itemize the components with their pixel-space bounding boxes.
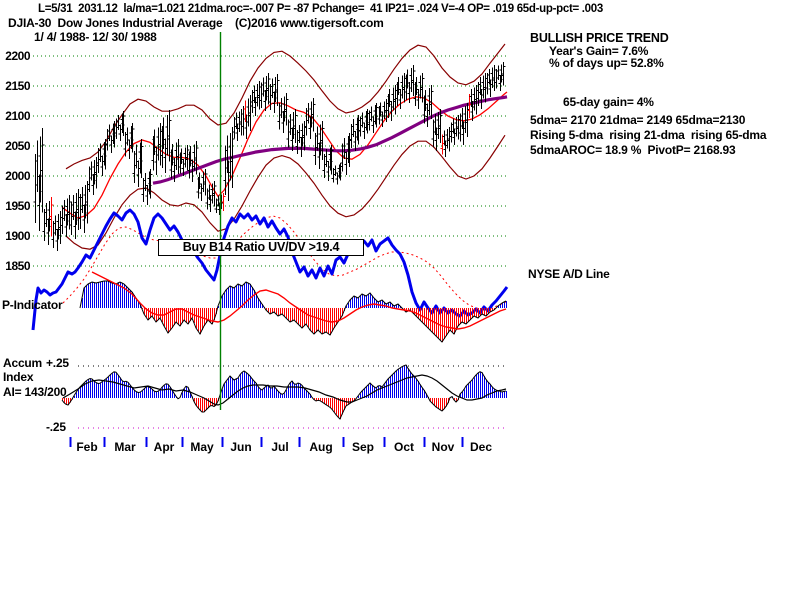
trend-status: BULLISH PRICE TREND <box>530 31 669 45</box>
dma-values: 5dma= 2170 21dma= 2149 65dma=2130 <box>530 113 746 127</box>
accum-index-histogram-envelope <box>61 364 507 420</box>
y-axis-label: 1900 <box>5 229 30 243</box>
ad-ma-dotted <box>62 215 508 310</box>
y-axis-label: 2050 <box>5 139 30 153</box>
month-ticks <box>69 437 464 447</box>
p-indicator-histogram-envelope <box>79 280 507 343</box>
minus25-label: -.25 <box>46 420 66 434</box>
p-indicator-ma <box>91 271 507 330</box>
index-label: Index <box>3 370 34 384</box>
y-axis-label: 2000 <box>5 169 30 183</box>
dma-trend: Rising 5-dma rising 21-dma rising 65-dma <box>530 128 767 142</box>
month-label: Aug <box>309 440 333 454</box>
month-label: Mar <box>114 440 136 454</box>
month-label: Nov <box>431 440 455 454</box>
y-axis-label: 2150 <box>5 79 30 93</box>
month-label: Dec <box>469 440 493 454</box>
indicator-readout-line: L=5/31 2031.12 la/ma=1.021 21dma.roc=-.0… <box>38 3 603 15</box>
trading-bands <box>65 43 506 250</box>
date-range: 1/ 4/ 1988- 12/ 30/ 1988 <box>34 30 157 44</box>
ai-ratio-label: AI= 143/200 <box>3 385 67 399</box>
month-label: Feb <box>76 440 98 454</box>
years-gain: Year's Gain= 7.6% <box>549 44 649 58</box>
y-axis-label: 1950 <box>5 199 30 213</box>
symbol-title: DJIA-30 Dow Jones Industrial Average (C)… <box>8 16 384 30</box>
accum-label: Accum <box>3 356 43 370</box>
month-label: Jul <box>271 440 289 454</box>
pct-days-up: % of days up= 52.8% <box>549 56 664 70</box>
month-label: May <box>190 440 214 454</box>
buy-signal-box[interactable]: Buy B14 Ratio UV/DV >19.4 <box>158 239 364 256</box>
p-indicator-histogram <box>82 281 507 342</box>
gain-65d: 65-day gain= 4% <box>563 95 654 109</box>
month-label: Apr <box>153 440 175 454</box>
aroc-pivot: 5dmaAROC= 18.9 % PivotP= 2168.93 <box>530 143 736 157</box>
month-label: Sep <box>351 440 375 454</box>
month-label: Jun <box>230 440 252 454</box>
y-axis-label: 1850 <box>5 259 30 273</box>
y-axis-label: 2100 <box>5 109 30 123</box>
p-indicator-label: P-Indicator <box>2 298 63 312</box>
accum-ma <box>62 374 507 406</box>
accum-index-histogram <box>62 365 507 419</box>
month-label: Oct <box>393 440 415 454</box>
y-axis-label: 2200 <box>5 49 30 63</box>
ad-line-label: NYSE A/D Line <box>528 267 610 281</box>
price-bars <box>33 62 506 251</box>
ad-line <box>31 208 509 331</box>
plus25-label: +.25 <box>46 356 69 370</box>
